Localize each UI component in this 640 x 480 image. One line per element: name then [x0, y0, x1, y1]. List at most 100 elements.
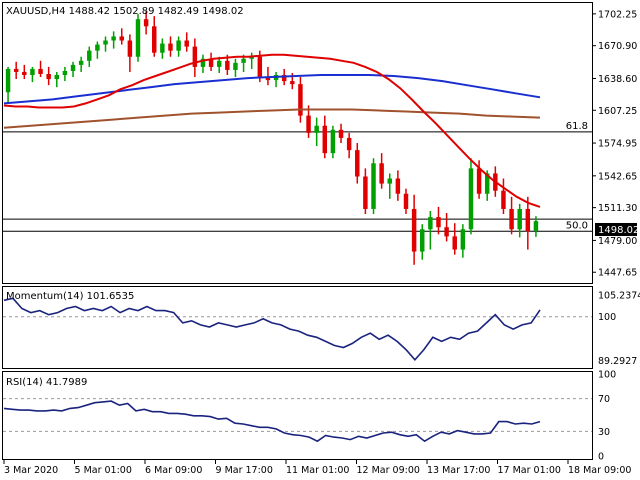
candle-body	[5, 68, 11, 93]
current-price-tag	[595, 223, 637, 236]
rsi-tick-label: 30	[598, 427, 610, 438]
candle-body	[225, 60, 230, 70]
price-tick-label: 1479.00	[598, 236, 637, 247]
candle-body	[411, 208, 417, 252]
momentum-tick-label: 89.2927	[598, 356, 637, 367]
chart-header: XAUUSD,H4 1488.42 1502.89 1482.49 1498.0…	[6, 6, 244, 17]
candle-body	[290, 81, 295, 85]
candle-body	[355, 150, 360, 177]
candle-body	[509, 208, 514, 230]
candle-body	[476, 168, 482, 194]
candle-body	[501, 190, 506, 209]
candle-body	[420, 229, 425, 252]
candle-body	[525, 208, 531, 232]
candle-body	[265, 77, 271, 81]
candle-body	[338, 129, 344, 138]
price-tick-label: 1670.90	[598, 41, 637, 52]
price-tick-label: 1702.25	[598, 9, 637, 20]
fib-label: 61.8	[566, 121, 588, 132]
time-tick-label: 13 Mar 17:00	[427, 465, 490, 476]
candle-body	[249, 56, 254, 59]
price-tick-label: 1607.25	[598, 106, 637, 117]
ma-slow-line	[3, 108, 541, 129]
candle-body	[54, 75, 60, 80]
candle-body	[62, 70, 68, 76]
candle-body	[379, 163, 384, 184]
candle-body	[346, 137, 352, 151]
momentum-line	[3, 297, 541, 362]
candle-body	[192, 46, 198, 67]
momentum-panel-frame	[2, 286, 593, 369]
candle-body	[387, 178, 392, 184]
candle-body	[322, 125, 328, 154]
momentum-plot-area	[3, 297, 592, 362]
price-tick-label: 1447.65	[598, 268, 637, 279]
candle-body	[46, 73, 51, 80]
candle-body	[143, 19, 149, 27]
candle-body	[13, 68, 19, 72]
current-price-label: 1498.02	[598, 225, 639, 236]
axis-labels: 1702.25 1670.90 1638.60 1607.25 1574.95 1542.…	[3, 9, 640, 476]
candle-body	[184, 40, 189, 47]
time-tick-label: 3 Mar 2020	[4, 465, 58, 476]
time-tick-label: 12 Mar 09:00	[357, 465, 420, 476]
candle-body	[241, 58, 246, 63]
candle-body	[168, 43, 173, 51]
rsi-plot-area	[3, 398, 592, 443]
candle-body	[70, 64, 76, 71]
rsi-tick-label: 70	[598, 394, 610, 405]
price-tick-label: 1638.60	[598, 74, 637, 85]
candle-body	[30, 68, 35, 76]
candle-body	[208, 58, 214, 67]
candle-body	[395, 178, 401, 194]
candle-body	[103, 40, 108, 45]
candle-body	[78, 60, 84, 65]
candle-body	[95, 44, 100, 51]
candle-body	[436, 217, 441, 228]
rsi-panel-frame	[2, 371, 593, 460]
rsi-tick-label: 100	[598, 370, 616, 381]
time-tick-label: 17 Mar 01:00	[498, 465, 561, 476]
fib-label: 50.0	[566, 220, 588, 231]
candle-body	[111, 36, 116, 41]
candle-body	[428, 217, 433, 230]
time-tick-label: 18 Mar 09:00	[568, 465, 631, 476]
price-tick-label: 1542.65	[598, 171, 637, 182]
candle-body	[152, 26, 157, 53]
candle-body	[371, 163, 376, 209]
time-tick-label: 5 Mar 01:00	[75, 465, 132, 476]
candle-body	[176, 40, 181, 51]
candle-body	[363, 176, 368, 209]
time-tick-label: 11 Mar 01:00	[286, 465, 349, 476]
ma-mid-line	[3, 74, 541, 105]
rsi-line	[3, 400, 541, 443]
candle-body	[306, 115, 311, 133]
price-tick-label: 1511.30	[598, 203, 637, 214]
candle-body	[119, 36, 124, 41]
candle-body	[460, 229, 466, 250]
rsi-tick-label: 0	[598, 452, 604, 463]
price-plot-area: 61.8 50.0	[3, 11, 592, 265]
candle-body	[314, 125, 319, 133]
time-tick-label: 6 Mar 09:00	[145, 465, 202, 476]
ma-fast-line	[3, 53, 541, 208]
candle-body	[281, 75, 287, 82]
price-panel-frame	[2, 2, 593, 284]
rsi-title: RSI(14) 41.7989	[6, 377, 87, 388]
candle-body	[330, 129, 336, 154]
candle-body	[403, 193, 409, 209]
candle-body	[200, 58, 206, 67]
candle-body	[444, 227, 449, 237]
momentum-tick-label: 100	[598, 312, 616, 323]
time-tick-label: 9 Mar 17:00	[216, 465, 273, 476]
candle-body	[22, 71, 27, 76]
candle-body	[452, 236, 457, 250]
candle-body	[135, 19, 141, 57]
price-tick-label: 1574.95	[598, 139, 637, 150]
momentum-title: Momentum(14) 101.6535	[6, 291, 134, 302]
candle-body	[533, 221, 539, 231]
candle-body	[233, 62, 238, 70]
candle-body	[160, 43, 165, 53]
candle-body	[38, 68, 43, 74]
